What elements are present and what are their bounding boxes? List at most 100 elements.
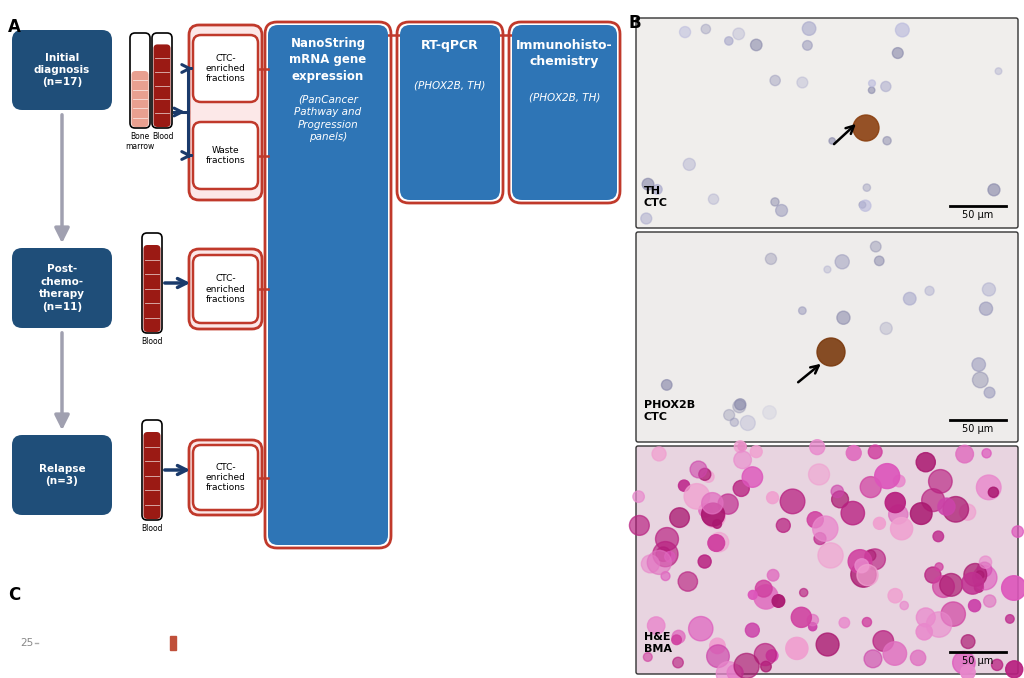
Circle shape: [941, 602, 966, 626]
Circle shape: [892, 47, 903, 58]
Circle shape: [836, 255, 849, 269]
Text: NanoString
mRNA gene
expression: NanoString mRNA gene expression: [290, 37, 367, 83]
Circle shape: [803, 41, 812, 50]
Circle shape: [972, 358, 985, 372]
Text: TH
CTC: TH CTC: [644, 186, 668, 207]
Circle shape: [955, 445, 974, 463]
Text: (PHOX2B, TH): (PHOX2B, TH): [528, 93, 600, 103]
FancyBboxPatch shape: [189, 25, 262, 200]
Circle shape: [766, 650, 778, 662]
Circle shape: [910, 650, 926, 666]
Circle shape: [662, 380, 672, 390]
Circle shape: [929, 470, 952, 493]
Circle shape: [710, 638, 725, 654]
Circle shape: [756, 580, 772, 597]
Circle shape: [797, 77, 808, 88]
Circle shape: [984, 595, 996, 607]
Circle shape: [870, 241, 881, 252]
Circle shape: [673, 657, 683, 668]
Circle shape: [831, 485, 844, 498]
Text: Blood: Blood: [153, 132, 174, 141]
Circle shape: [724, 410, 734, 420]
Circle shape: [770, 75, 780, 85]
Circle shape: [718, 494, 738, 514]
Circle shape: [813, 516, 838, 541]
Circle shape: [900, 601, 908, 610]
Circle shape: [925, 286, 934, 296]
Circle shape: [952, 652, 975, 674]
Circle shape: [889, 505, 908, 524]
Circle shape: [814, 533, 826, 544]
Circle shape: [707, 645, 729, 668]
Text: Relapse
(n=3): Relapse (n=3): [39, 464, 85, 486]
Text: CTC-
enriched
fractions: CTC- enriched fractions: [206, 54, 246, 83]
Text: Immunohisto-
chemistry: Immunohisto- chemistry: [516, 39, 612, 68]
Circle shape: [684, 483, 710, 509]
Circle shape: [703, 505, 725, 527]
FancyBboxPatch shape: [154, 44, 171, 127]
Circle shape: [656, 547, 671, 561]
Text: C: C: [8, 586, 20, 604]
Circle shape: [807, 512, 823, 528]
Circle shape: [716, 662, 740, 678]
Circle shape: [935, 563, 943, 571]
Circle shape: [841, 501, 864, 525]
Circle shape: [991, 659, 1002, 671]
Circle shape: [672, 635, 681, 645]
Circle shape: [653, 542, 678, 567]
Text: RT-qPCR: RT-qPCR: [421, 39, 479, 52]
Circle shape: [860, 200, 871, 212]
Circle shape: [734, 441, 746, 452]
Circle shape: [665, 552, 675, 562]
Circle shape: [962, 635, 975, 649]
Circle shape: [925, 567, 941, 583]
Circle shape: [652, 184, 663, 194]
FancyBboxPatch shape: [636, 446, 1018, 674]
Circle shape: [1001, 576, 1024, 600]
Circle shape: [940, 574, 963, 596]
Circle shape: [742, 467, 763, 487]
Circle shape: [938, 498, 955, 515]
Circle shape: [734, 399, 745, 410]
FancyBboxPatch shape: [636, 232, 1018, 442]
Circle shape: [855, 559, 868, 573]
Circle shape: [874, 256, 884, 266]
Circle shape: [964, 563, 987, 586]
Circle shape: [775, 205, 787, 216]
Circle shape: [818, 543, 843, 568]
Circle shape: [642, 178, 654, 190]
Circle shape: [809, 464, 829, 485]
Circle shape: [973, 565, 997, 590]
Circle shape: [652, 447, 666, 461]
Circle shape: [984, 387, 995, 398]
Circle shape: [982, 283, 995, 296]
Text: Blood: Blood: [141, 337, 163, 346]
FancyBboxPatch shape: [193, 35, 258, 102]
Circle shape: [733, 480, 750, 496]
Circle shape: [713, 519, 722, 528]
Circle shape: [873, 517, 886, 530]
FancyBboxPatch shape: [268, 25, 388, 545]
Circle shape: [865, 550, 876, 561]
Circle shape: [863, 184, 870, 191]
Circle shape: [749, 591, 757, 599]
Circle shape: [701, 24, 711, 34]
FancyBboxPatch shape: [12, 30, 112, 110]
Circle shape: [816, 633, 839, 656]
Circle shape: [916, 453, 935, 472]
FancyBboxPatch shape: [636, 18, 1018, 228]
Circle shape: [862, 618, 871, 626]
Text: 25: 25: [20, 638, 33, 648]
Text: H&E
BMA: H&E BMA: [644, 632, 672, 654]
Circle shape: [690, 461, 707, 478]
Text: Bone
marrow: Bone marrow: [125, 132, 155, 151]
Circle shape: [868, 87, 874, 94]
Circle shape: [761, 661, 771, 672]
FancyBboxPatch shape: [193, 122, 258, 189]
Circle shape: [698, 555, 712, 568]
Circle shape: [701, 493, 723, 514]
FancyBboxPatch shape: [143, 245, 161, 332]
Text: PHOX2B
CTC: PHOX2B CTC: [644, 400, 695, 422]
Circle shape: [1006, 615, 1014, 623]
Circle shape: [943, 496, 969, 522]
